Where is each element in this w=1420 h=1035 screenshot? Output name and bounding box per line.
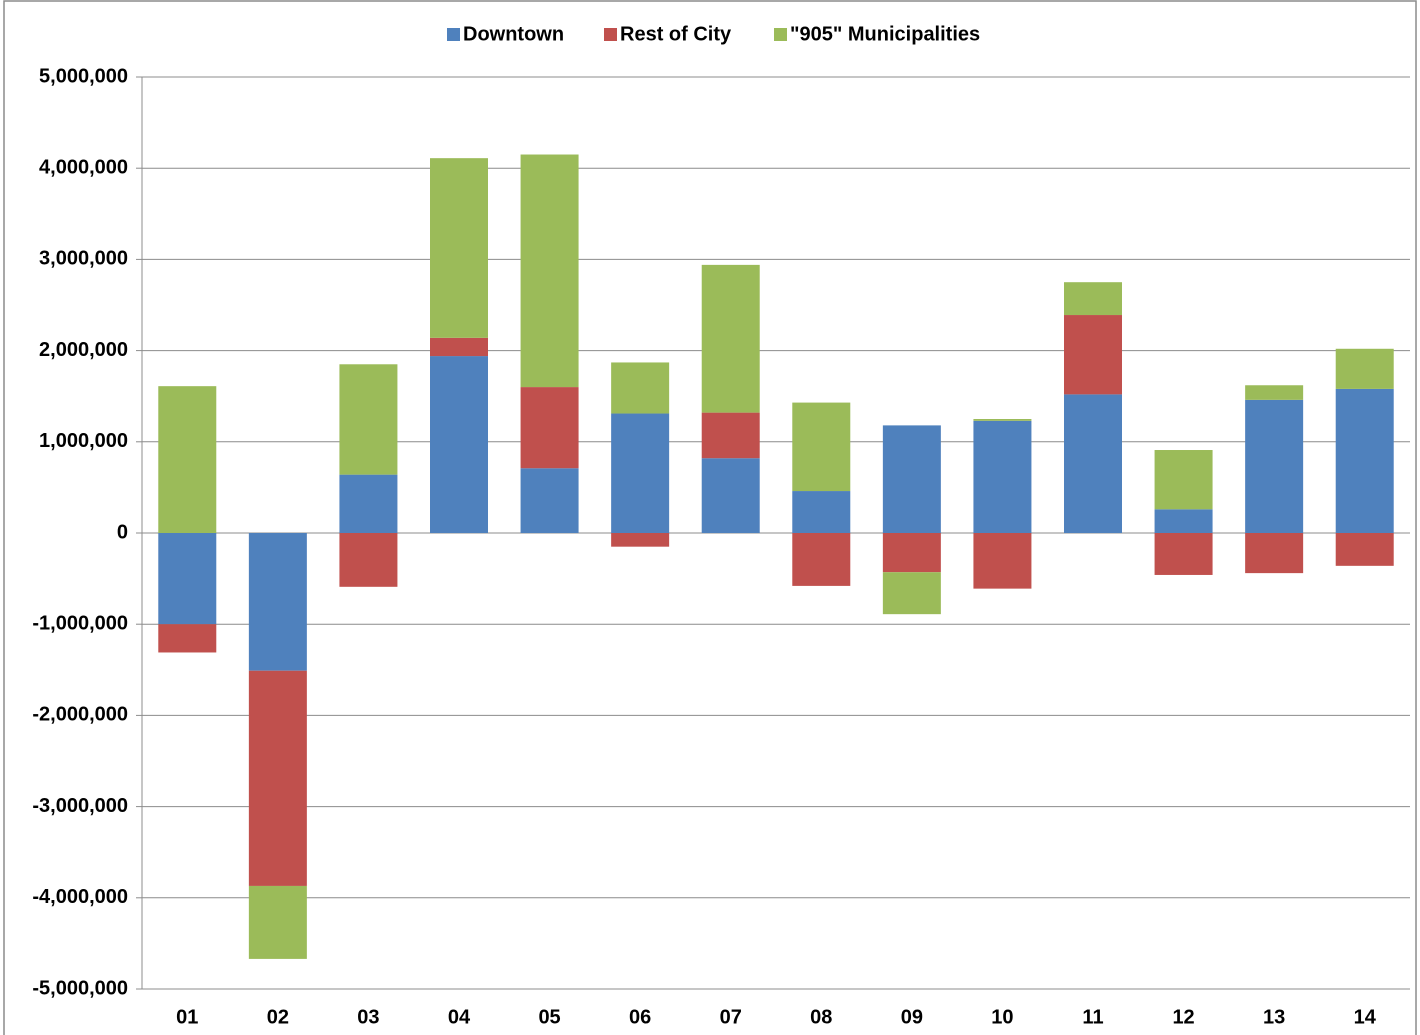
legend-swatch bbox=[774, 28, 787, 41]
chart-border bbox=[3, 0, 1417, 1035]
bar-segment bbox=[882, 425, 941, 533]
y-tick-label: 5,000,000 bbox=[39, 65, 128, 87]
bar-segment bbox=[248, 533, 307, 671]
bar-segment bbox=[1064, 394, 1122, 533]
y-tick-label: -3,000,000 bbox=[32, 795, 128, 817]
bar-segment bbox=[520, 468, 579, 533]
y-tick-label: 2,000,000 bbox=[39, 339, 128, 361]
bar-segment bbox=[611, 362, 670, 414]
bar-segment bbox=[158, 533, 217, 625]
bar-segment bbox=[430, 356, 488, 533]
legend-label: "905" Municipalities bbox=[790, 23, 980, 45]
bar-segment bbox=[792, 491, 851, 533]
bar-segment bbox=[1335, 533, 1394, 566]
legend-swatch bbox=[604, 28, 617, 41]
bar-segment bbox=[1245, 533, 1304, 574]
y-tick-label: -1,000,000 bbox=[32, 612, 128, 634]
y-tick-label: 0 bbox=[117, 521, 128, 543]
bar-segment bbox=[339, 474, 398, 533]
y-tick-label: 3,000,000 bbox=[39, 248, 128, 270]
bar-segment bbox=[701, 412, 760, 459]
bar-segment bbox=[1245, 385, 1304, 400]
legend-label: Downtown bbox=[463, 23, 564, 45]
x-tick-label: 10 bbox=[991, 1006, 1013, 1028]
x-tick-label: 07 bbox=[720, 1006, 742, 1028]
x-tick-label: 08 bbox=[810, 1006, 832, 1028]
x-tick-label: 12 bbox=[1172, 1006, 1194, 1028]
bar-segment bbox=[430, 158, 488, 338]
y-tick-label: -2,000,000 bbox=[32, 704, 128, 726]
bar-segment bbox=[248, 670, 307, 886]
bar-segment bbox=[882, 533, 941, 573]
bar-segment bbox=[339, 364, 398, 475]
bar-segment bbox=[1154, 450, 1213, 510]
bar-segment bbox=[158, 624, 217, 653]
bar-segment bbox=[520, 387, 579, 469]
bar-segment bbox=[611, 413, 670, 533]
bar-segment bbox=[1335, 388, 1394, 533]
x-tick-label: 13 bbox=[1263, 1006, 1285, 1028]
bar-segment bbox=[701, 264, 760, 413]
x-tick-label: 04 bbox=[448, 1006, 471, 1028]
bar-segment bbox=[701, 458, 760, 533]
bar-segment bbox=[430, 337, 488, 357]
bar-segment bbox=[339, 533, 398, 587]
x-tick-label: 11 bbox=[1082, 1006, 1103, 1028]
bar-segment bbox=[1064, 282, 1122, 316]
x-tick-label: 01 bbox=[176, 1006, 198, 1028]
bar-segment bbox=[520, 154, 579, 388]
bar-segment bbox=[611, 533, 670, 547]
x-tick-label: 02 bbox=[267, 1006, 289, 1028]
x-tick-label: 14 bbox=[1354, 1006, 1377, 1028]
bar-segment bbox=[248, 885, 307, 959]
y-tick-label: -5,000,000 bbox=[32, 977, 128, 999]
bar-segment bbox=[1064, 315, 1122, 395]
bar-segment bbox=[1154, 509, 1213, 533]
x-tick-label: 06 bbox=[629, 1006, 651, 1028]
y-tick-label: 1,000,000 bbox=[39, 430, 128, 452]
bar-segment bbox=[882, 572, 941, 615]
bar-segment bbox=[973, 419, 1032, 421]
x-tick-label: 05 bbox=[538, 1006, 560, 1028]
x-tick-label: 09 bbox=[901, 1006, 923, 1028]
legend-swatch bbox=[447, 28, 460, 41]
bar-segment bbox=[973, 420, 1032, 533]
bar-segment bbox=[792, 533, 851, 586]
x-tick-label: 03 bbox=[357, 1006, 379, 1028]
legend-label: Rest of City bbox=[620, 23, 732, 45]
bar-segment bbox=[973, 533, 1032, 589]
y-tick-label: 4,000,000 bbox=[39, 156, 128, 178]
bar-segment bbox=[792, 402, 851, 492]
bar-segment bbox=[1335, 348, 1394, 389]
bar-segment bbox=[1154, 533, 1213, 575]
bar-segment bbox=[1245, 399, 1304, 533]
y-tick-label: -4,000,000 bbox=[32, 886, 128, 908]
bar-segment bbox=[158, 386, 217, 533]
